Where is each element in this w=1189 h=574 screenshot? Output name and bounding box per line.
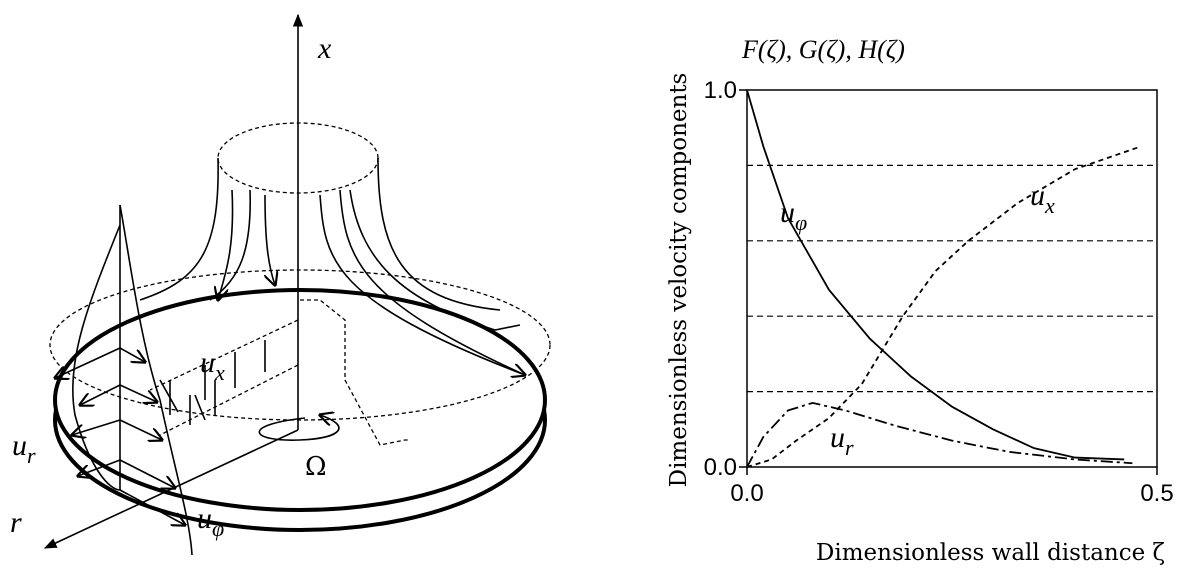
chart-title: F(ζ), G(ζ), H(ζ) xyxy=(741,35,905,64)
x-tick-label: 0.0 xyxy=(730,480,763,507)
x-axis-title: Dimensionless wall distance ζ xyxy=(816,540,1165,566)
omega-label: Ω xyxy=(305,452,327,482)
streamline xyxy=(218,190,233,300)
plot-frame xyxy=(747,90,1157,467)
series-line xyxy=(747,147,1141,467)
y-tick-label: 1.0 xyxy=(704,77,737,104)
streamline xyxy=(265,195,275,285)
uphi-label: uφ xyxy=(197,502,224,541)
figure: x ux ur r uφ Ω Dimensionless velocity co… xyxy=(0,0,1189,574)
x-tick-label: 0.5 xyxy=(1140,480,1173,507)
x-label: x xyxy=(317,32,332,65)
ur-label: ur xyxy=(12,429,36,468)
series-label: ur xyxy=(830,421,854,460)
y-axis-title: Dimensionless velocity components xyxy=(666,73,692,488)
series-line xyxy=(747,90,1124,459)
disk-diagram: x ux ur r uφ Ω xyxy=(10,15,550,555)
y-tick-label: 0.0 xyxy=(704,454,737,481)
series-label: ux xyxy=(1030,179,1055,218)
r-label: r xyxy=(10,506,22,539)
